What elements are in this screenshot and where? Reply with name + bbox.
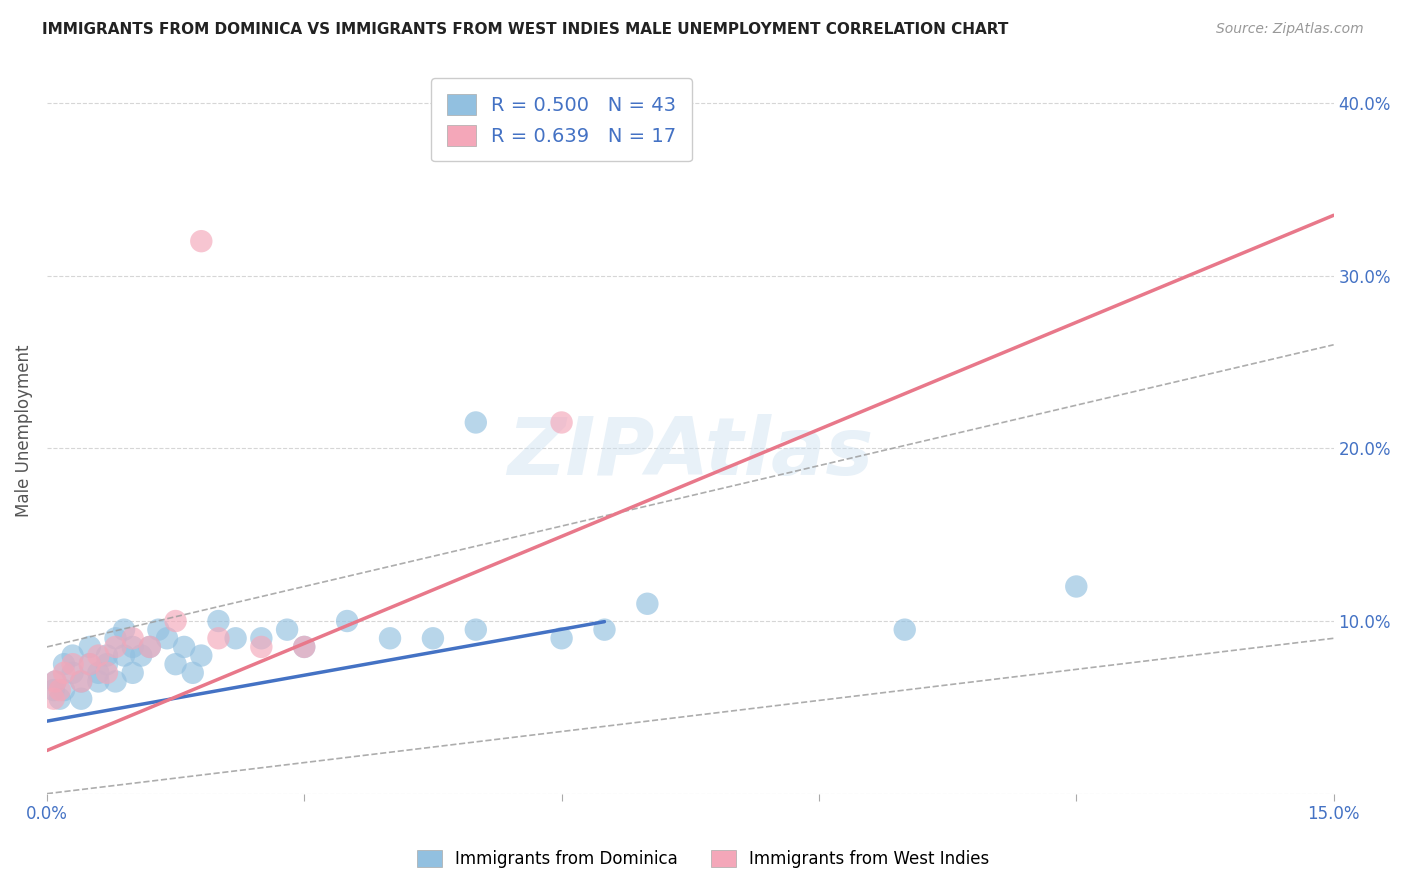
Point	[53, 683, 76, 698]
Legend: Immigrants from Dominica, Immigrants from West Indies: Immigrants from Dominica, Immigrants fro…	[409, 843, 997, 875]
Point	[636, 597, 658, 611]
Point	[156, 632, 179, 646]
Point	[550, 632, 572, 646]
Point	[104, 674, 127, 689]
Point	[104, 632, 127, 646]
Point	[139, 640, 162, 654]
Point	[79, 640, 101, 654]
Point	[422, 632, 444, 646]
Point	[250, 640, 273, 654]
Point	[464, 416, 486, 430]
Point	[96, 665, 118, 680]
Point	[70, 691, 93, 706]
Point	[44, 674, 66, 689]
Point	[593, 623, 616, 637]
Point	[165, 614, 187, 628]
Point	[190, 648, 212, 663]
Point	[53, 657, 76, 672]
Y-axis label: Male Unemployment: Male Unemployment	[15, 345, 32, 517]
Point	[42, 691, 65, 706]
Point	[207, 632, 229, 646]
Point	[42, 683, 65, 698]
Point	[96, 657, 118, 672]
Point	[121, 632, 143, 646]
Point	[70, 674, 93, 689]
Point	[62, 665, 84, 680]
Point	[44, 674, 66, 689]
Text: ZIPAtlas: ZIPAtlas	[508, 414, 873, 491]
Point	[225, 632, 247, 646]
Point	[112, 648, 135, 663]
Point	[112, 623, 135, 637]
Point	[104, 640, 127, 654]
Point	[53, 665, 76, 680]
Point	[276, 623, 298, 637]
Point	[79, 657, 101, 672]
Point	[207, 614, 229, 628]
Point	[70, 674, 93, 689]
Point	[893, 623, 915, 637]
Point	[148, 623, 170, 637]
Point	[165, 657, 187, 672]
Point	[121, 665, 143, 680]
Point	[378, 632, 401, 646]
Point	[62, 657, 84, 672]
Point	[87, 674, 110, 689]
Point	[121, 640, 143, 654]
Point	[49, 691, 72, 706]
Point	[336, 614, 359, 628]
Point	[87, 665, 110, 680]
Text: Source: ZipAtlas.com: Source: ZipAtlas.com	[1216, 22, 1364, 37]
Legend: R = 0.500   N = 43, R = 0.639   N = 17: R = 0.500 N = 43, R = 0.639 N = 17	[432, 78, 692, 161]
Point	[181, 665, 204, 680]
Point	[62, 648, 84, 663]
Point	[96, 648, 118, 663]
Point	[49, 683, 72, 698]
Text: IMMIGRANTS FROM DOMINICA VS IMMIGRANTS FROM WEST INDIES MALE UNEMPLOYMENT CORREL: IMMIGRANTS FROM DOMINICA VS IMMIGRANTS F…	[42, 22, 1008, 37]
Point	[292, 640, 315, 654]
Point	[1064, 579, 1087, 593]
Point	[139, 640, 162, 654]
Point	[87, 648, 110, 663]
Point	[173, 640, 195, 654]
Point	[190, 234, 212, 248]
Point	[250, 632, 273, 646]
Point	[550, 416, 572, 430]
Point	[464, 623, 486, 637]
Point	[79, 657, 101, 672]
Point	[292, 640, 315, 654]
Point	[129, 648, 152, 663]
